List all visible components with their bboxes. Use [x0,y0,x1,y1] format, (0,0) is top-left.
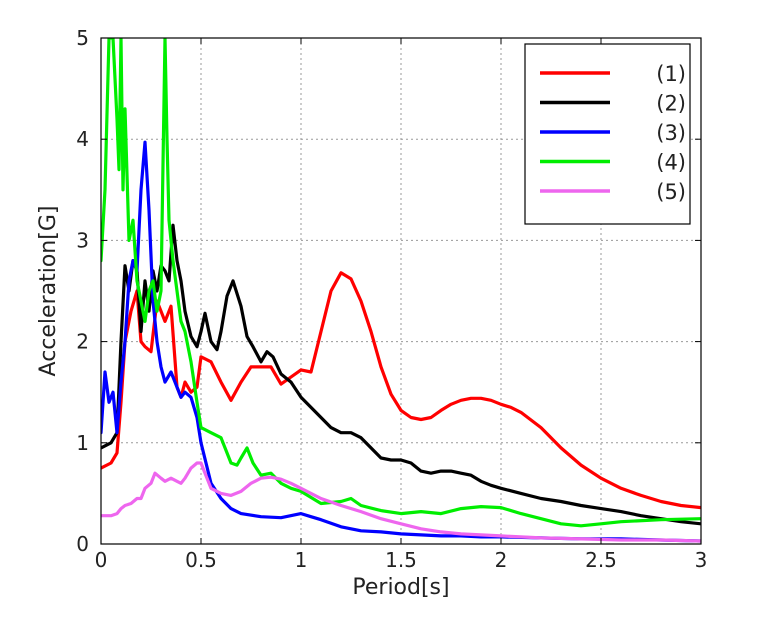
y-tick-label: 0 [76,532,89,556]
legend-label-1: (1) [656,62,686,86]
y-tick-label: 1 [76,431,89,455]
legend-label-3: (3) [656,121,686,145]
x-axis-title: Period[s] [352,575,449,600]
y-axis-title: Acceleration[G] [36,206,61,377]
x-tick-label: 2.5 [585,548,617,572]
ticks: 0 0.5 1 1.5 2 2.5 3 0 1 2 3 4 5 [76,26,707,572]
x-tick-label: 2 [495,548,508,572]
x-tick-label: 0 [95,548,108,572]
y-tick-label: 3 [76,228,89,252]
series-layer [101,38,701,543]
x-tick-label: 1 [295,548,308,572]
legend-label-2: (2) [656,92,686,116]
legend-label-4: (4) [656,151,686,175]
y-tick-label: 4 [76,127,89,151]
y-tick-label: 5 [76,26,89,50]
x-tick-label: 1.5 [385,548,417,572]
x-tick-label: 3 [695,548,708,572]
x-tick-label: 0.5 [185,548,217,572]
legend: (1) (2) (3) (4) (5) [524,43,691,225]
series-line-4 [101,38,701,528]
y-tick-label: 2 [76,330,89,354]
series-line-5 [101,461,701,543]
legend-label-5: (5) [656,180,686,204]
series-line-3 [101,140,701,543]
